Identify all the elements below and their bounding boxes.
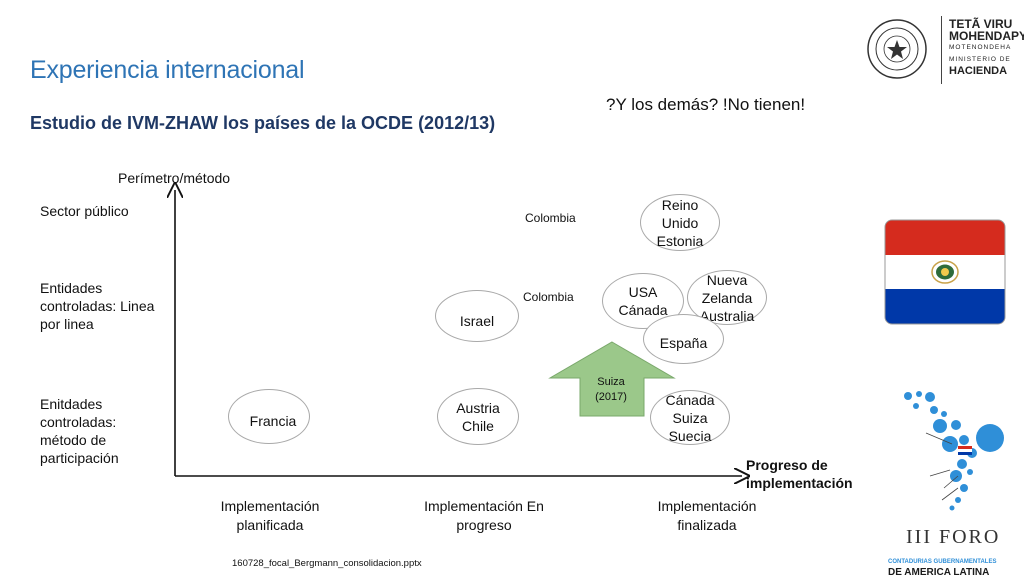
note-text: ?Y los demás? !No tienen! <box>606 95 806 114</box>
y-level-sector-publico: Sector público <box>40 203 129 219</box>
x-level-finalizada: Implementación finalizada <box>657 498 757 533</box>
page-subtitle: Estudio de IVM-ZHAW los países de la OCD… <box>30 113 496 133</box>
logo-line-3: MOTENONDEHA <box>949 44 1012 51</box>
foro-logo: III FORO CONTADURIAS GUBERNAMENTALES DE … <box>886 388 1020 578</box>
node-francia: Francia <box>228 389 310 444</box>
suiza-arrow-label: Suiza (2017) <box>595 376 627 403</box>
node-reino-unido-estonia: Reino Unido Estonia <box>640 194 720 251</box>
y-level-participacion: Enitdades controladas: método de partici… <box>40 396 119 466</box>
y-level-linea-por-linea: Entidades controladas: Linea por linea <box>40 280 155 332</box>
x-level-en-progreso: Implementación En progreso <box>424 498 544 533</box>
paraguay-flag-icon <box>884 219 1006 325</box>
x-axis-title: Progreso de implementación <box>746 457 853 491</box>
page-title: Experiencia internacional <box>30 56 305 84</box>
colombia-label-1: Colombia <box>525 211 576 225</box>
logo-line-5: HACIENDA <box>949 65 1008 77</box>
node-espana: España <box>643 314 724 364</box>
colombia-label-2: Colombia <box>523 290 574 304</box>
x-level-planificada: Implementación planificada <box>220 498 320 533</box>
foro-title: III FORO <box>906 526 1001 548</box>
node-canada-suiza-suecia: Cánada Suiza Suecia <box>650 390 730 445</box>
foro-dots-icon <box>904 391 1004 511</box>
logo-divider <box>941 16 942 84</box>
node-austria-chile: Austria Chile <box>437 388 519 445</box>
footer-file-name: 160728_focal_Bergmann_consolidacion.pptx <box>232 558 422 569</box>
node-nueva-zelanda-australia: Nueva Zelanda Australia <box>687 270 767 325</box>
logo-line-2: MOHENDAPY <box>949 29 1024 43</box>
foro-line-2: DE AMERICA LATINA <box>888 567 990 578</box>
foro-line-1: CONTADURIAS GUBERNAMENTALES <box>888 559 997 565</box>
y-axis-title: Perímetro/método <box>118 170 231 186</box>
ministry-logo: TETÃ VIRU MOHENDAPY MOTENONDEHA MINISTER… <box>866 16 1024 84</box>
logo-line-4: MINISTERIO DE <box>949 56 1011 63</box>
node-israel: Israel <box>435 290 519 342</box>
suiza-arrow <box>548 341 676 417</box>
seal-icon <box>867 19 927 79</box>
logo-line-1: TETÃ VIRU <box>949 17 1013 31</box>
